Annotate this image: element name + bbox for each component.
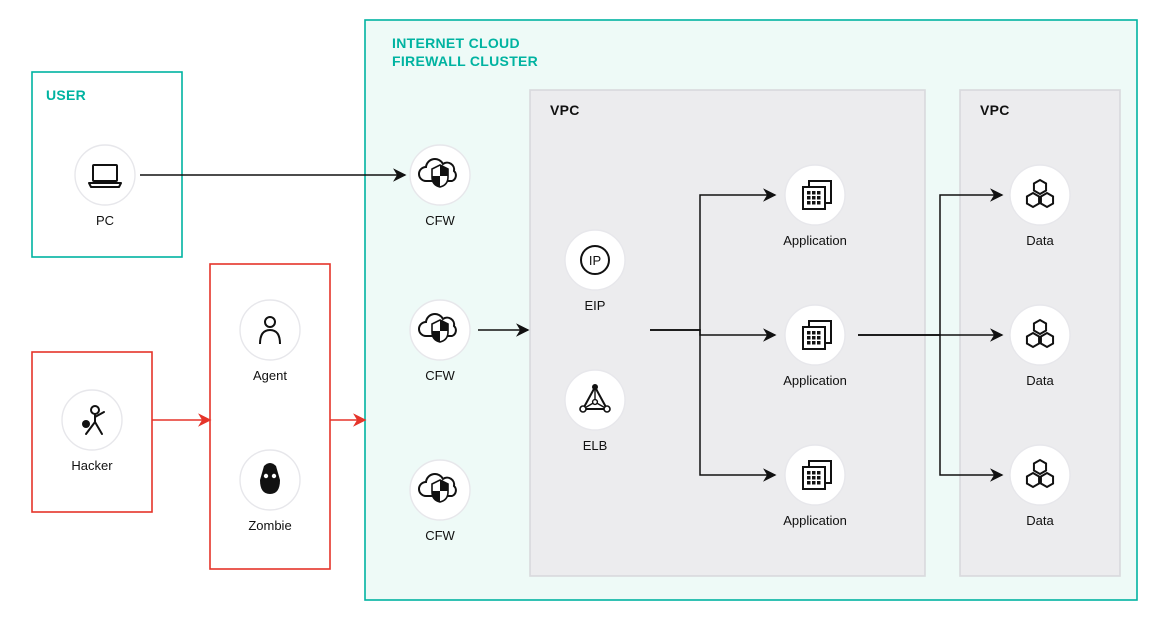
diagram-root: USER INTERNET CLOUD FIREWALL CLUSTER VPC VPC… bbox=[0, 0, 1152, 630]
node-pc: PC bbox=[75, 145, 135, 228]
node-zombie: Zombie bbox=[240, 450, 300, 533]
node-label: ELB bbox=[583, 438, 608, 453]
node-label: PC bbox=[96, 213, 114, 228]
box-label: USER bbox=[46, 87, 86, 103]
node-label: EIP bbox=[585, 298, 606, 313]
node-app1: Application bbox=[783, 165, 847, 248]
node-app3: Application bbox=[783, 445, 847, 528]
architecture-diagram: USER INTERNET CLOUD FIREWALL CLUSTER VPC VPC… bbox=[0, 0, 1152, 630]
box-label: INTERNET CLOUD bbox=[392, 35, 520, 51]
node-label: CFW bbox=[425, 213, 455, 228]
node-label: CFW bbox=[425, 368, 455, 383]
node-label: Application bbox=[783, 513, 847, 528]
node-label: CFW bbox=[425, 528, 455, 543]
node-hacker: Hacker bbox=[62, 390, 122, 473]
node-label: Application bbox=[783, 233, 847, 248]
node-label: Agent bbox=[253, 368, 287, 383]
node-label: Application bbox=[783, 373, 847, 388]
node-label: Zombie bbox=[248, 518, 291, 533]
box-label: VPC bbox=[980, 102, 1010, 118]
node-agent: Agent bbox=[240, 300, 300, 383]
node-app2: Application bbox=[783, 305, 847, 388]
node-label: Data bbox=[1026, 513, 1054, 528]
box-vpc1_box: VPC bbox=[530, 90, 925, 576]
box-label: FIREWALL CLUSTER bbox=[392, 53, 538, 69]
box-label: VPC bbox=[550, 102, 580, 118]
node-label: Data bbox=[1026, 373, 1054, 388]
node-label: Hacker bbox=[71, 458, 113, 473]
node-label: Data bbox=[1026, 233, 1054, 248]
svg-text:IP: IP bbox=[589, 253, 601, 268]
